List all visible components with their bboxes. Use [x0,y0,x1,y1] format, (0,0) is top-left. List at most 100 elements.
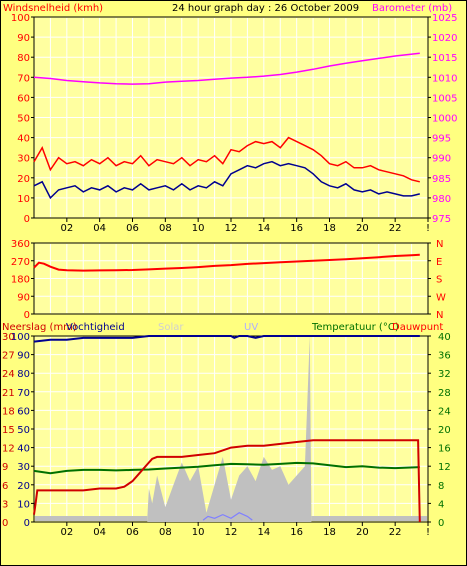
x-tick-label: 02 [60,223,73,234]
y-tick-label-right: E [436,257,442,268]
y-tick-label-humidity: 80 [17,369,30,380]
x-tick-label: 08 [159,223,172,234]
y-tick-label-humidity: 30 [17,462,30,473]
y-tick-label-left: 30 [17,154,30,165]
y-tick-label-rain: 0 [2,518,8,529]
y-tick-label-right: 1010 [432,73,457,84]
y-tick-label-right: 20 [438,425,451,436]
x-tick-label: 12 [225,223,238,234]
x-tick-label: 04 [93,527,106,538]
series-line-windrichting [33,253,420,272]
series-solar-baseline-left [35,516,148,521]
y-tick-label-right: N [436,239,443,250]
x-tick-label: 08 [159,527,172,538]
legend-humidity: Vochtigheid [66,322,125,333]
y-tick-label-humidity: 20 [17,481,30,492]
x-tick-label: 18 [323,223,336,234]
x-tick-label: 10 [192,527,205,538]
x-tick-label: 10 [192,223,205,234]
y-tick-label-left: 180 [11,275,30,286]
x-tick-label: 18 [323,527,336,538]
chart-title: 24 hour graph day : 26 October 2009 [172,3,359,14]
y-tick-label-left: 50 [17,114,30,125]
y-tick-label-right: 1025 [432,13,457,24]
x-tick-label: 04 [93,223,106,234]
y-tick-label-left: 80 [17,53,30,64]
y-tick-label-rain: 12 [2,444,15,455]
y-tick-label-right: 12 [438,462,451,473]
y-tick-label-left: 40 [17,134,30,145]
y-tick-label-left: 60 [17,93,30,104]
y-tick-label-left: 70 [17,73,30,84]
y-tick-label-rain: 6 [2,481,8,492]
x-tick-label: 22 [389,527,402,538]
y-tick-label-humidity: 50 [17,425,30,436]
legend-uv: UV [244,322,258,333]
y-tick-label-left: 100 [11,13,30,24]
barometer-axis-label: Barometer (mb) [372,3,452,14]
y-tick-label-humidity: 100 [11,332,30,343]
y-tick-label-right: 32 [438,369,451,380]
y-tick-label-left: 270 [11,257,30,268]
y-tick-label-left: 0 [24,310,30,321]
y-tick-label-left: 90 [17,33,30,44]
y-tick-label-rain: 27 [2,351,15,362]
series-line-windstoten [33,160,420,200]
x-tick-label: 20 [356,527,369,538]
y-tick-label-rain: 30 [2,332,15,343]
y-tick-label-humidity: 70 [17,388,30,399]
series-line-temperatuur [33,461,420,475]
x-tick-label: 16 [290,223,303,234]
series-line-barometer [33,52,420,85]
y-tick-label-rain: 24 [2,369,15,380]
y-tick-label-right: 40 [438,332,451,343]
y-tick-label-humidity: 90 [17,351,30,362]
x-tick-label: 14 [257,223,270,234]
x-tick-label: 16 [290,527,303,538]
y-tick-label-right: W [436,292,446,303]
series-line-dauwpunt [33,439,421,523]
y-tick-label-rain: 15 [2,425,15,436]
y-tick-label-right: 0 [438,518,444,529]
y-tick-label-rain: 18 [2,406,15,417]
series-line-windsnelheid [33,136,420,183]
series-solar-baseline-right [311,516,427,521]
y-tick-label-right: 1020 [432,33,457,44]
y-tick-label-right: 1015 [432,53,457,64]
y-tick-label-right: S [436,275,442,286]
y-tick-label-right: 985 [432,174,451,185]
y-tick-label-humidity: 10 [17,499,30,510]
y-tick-label-right: 28 [438,388,451,399]
y-tick-label-right: 980 [432,194,451,205]
legend-dewpoint: Dauwpunt [392,322,443,333]
y-tick-label-right: 990 [432,154,451,165]
series-line-uv [202,512,253,521]
x-tick-label: 06 [126,527,139,538]
y-tick-label-right: 1000 [432,114,457,125]
rain-axis-label: Neerslag (mm) [2,322,77,333]
y-tick-label-humidity: 0 [24,518,30,529]
y-tick-label-right: 995 [432,134,451,145]
y-tick-label-right: 16 [438,444,451,455]
x-tick-label: ! [426,223,430,234]
charts-layer: 0102030405060708090100975980985990995100… [2,13,457,538]
y-tick-label-left: 90 [17,292,30,303]
y-tick-label-right: 4 [438,499,444,510]
y-tick-label-left: 10 [17,194,30,205]
x-tick-label: 12 [225,527,238,538]
x-tick-label: 06 [126,223,139,234]
legend-temperature: Temperatuur (°C) [311,322,399,333]
y-tick-label-right: 36 [438,351,451,362]
series-area-solar [147,336,312,522]
y-tick-label-right: N [436,310,443,321]
x-tick-label: 20 [356,223,369,234]
y-tick-label-left: 20 [17,174,30,185]
wind-axis-label: Windsnelheid (kmh) [3,3,103,14]
y-tick-label-right: 975 [432,214,451,225]
y-tick-label-rain: 3 [2,499,8,510]
x-tick-label: 14 [257,527,270,538]
y-tick-label-right: 24 [438,406,451,417]
legend-solar: Solar [158,322,184,333]
y-tick-label-humidity: 40 [17,444,30,455]
